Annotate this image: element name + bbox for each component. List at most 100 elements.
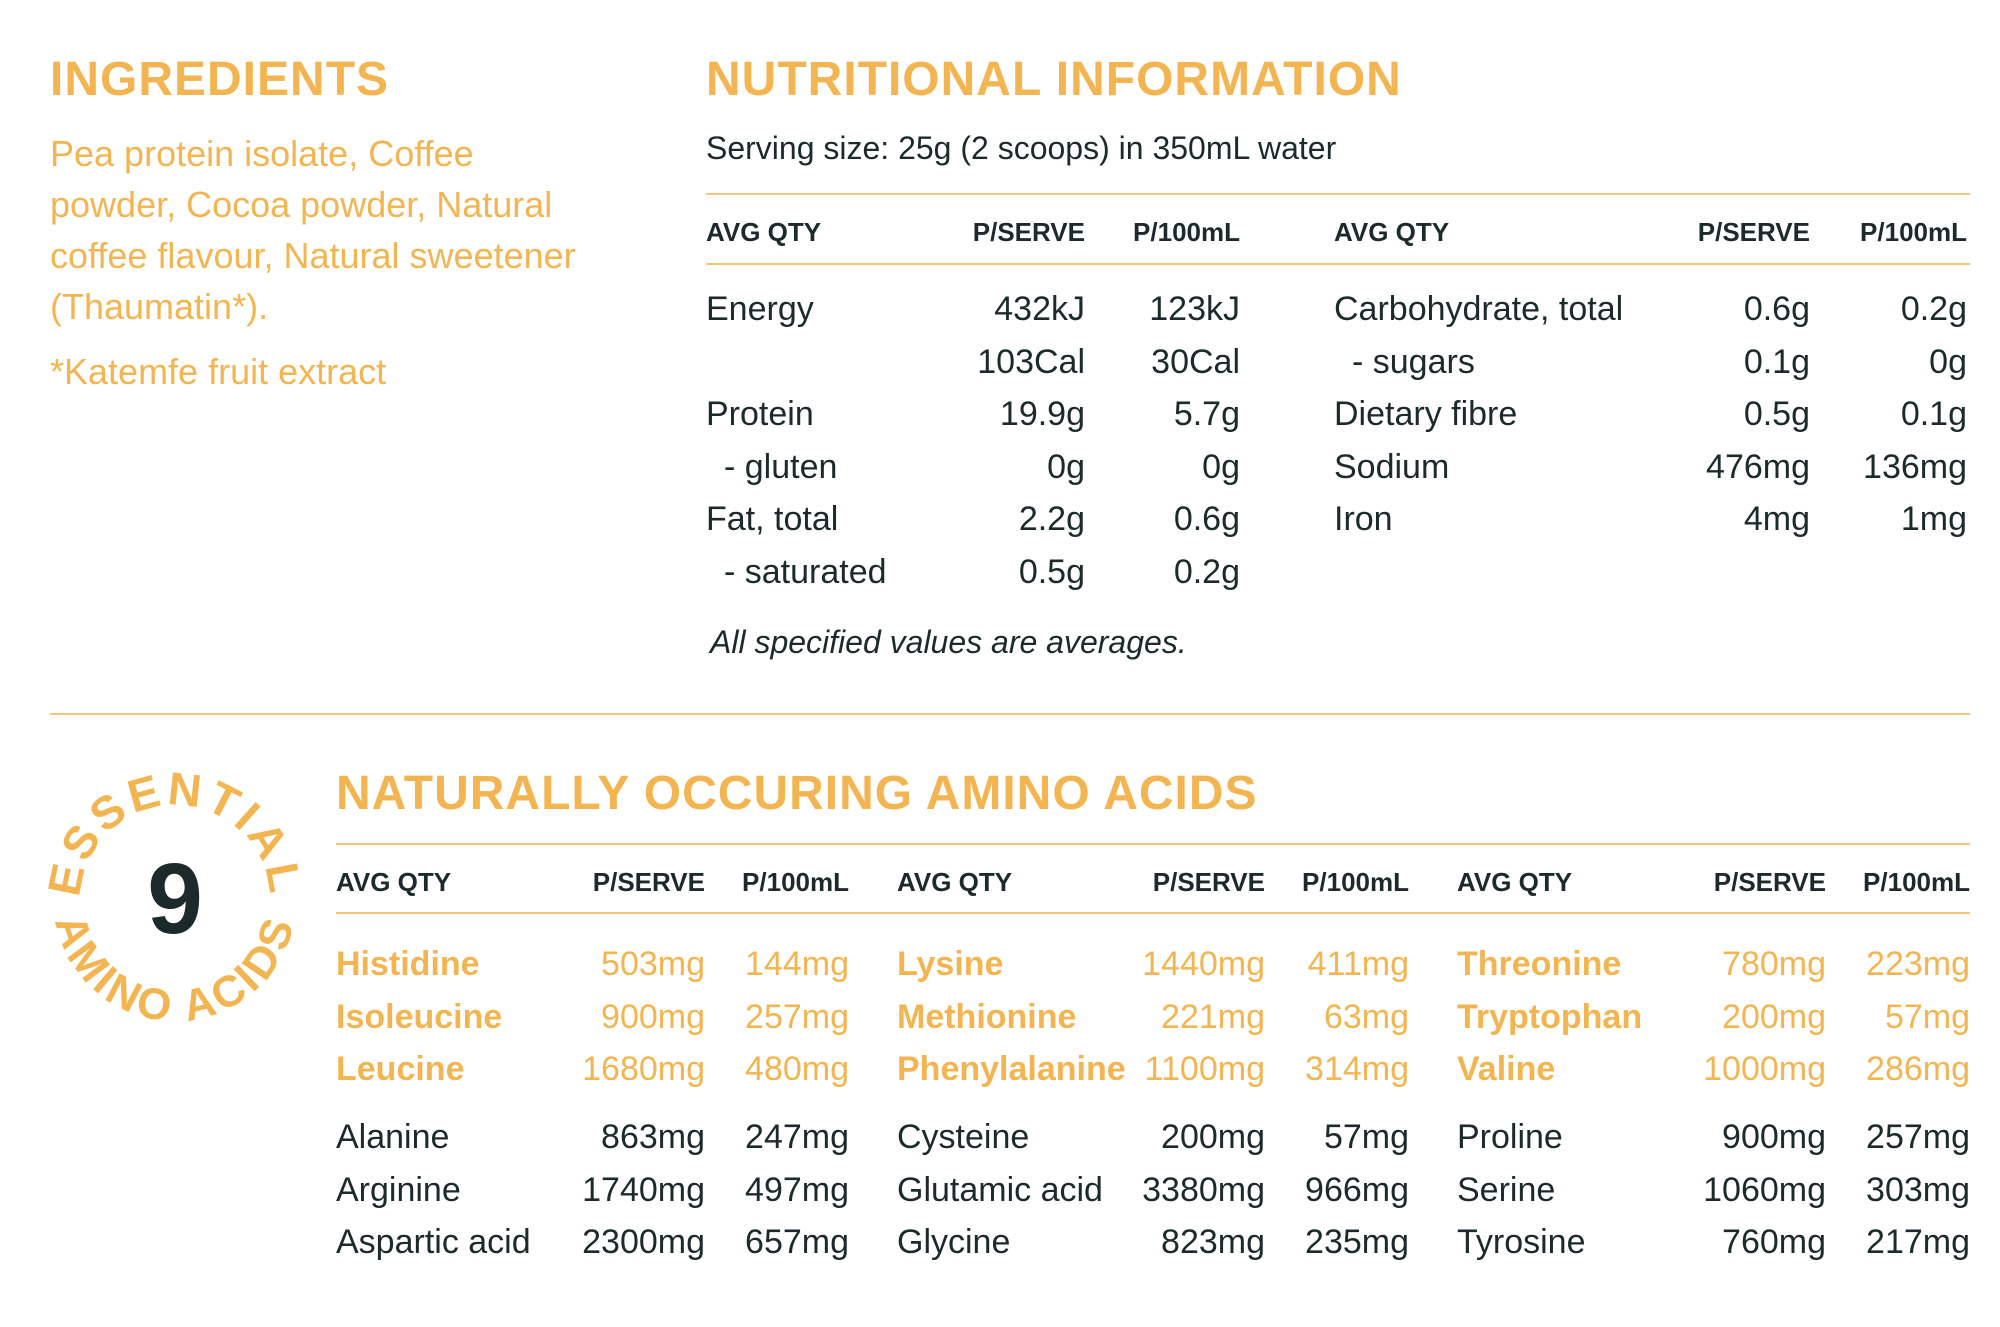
header-per-100ml: P/100mL (1860, 217, 1967, 247)
averages-footnote: All specified values are averages. (710, 624, 1187, 660)
amino-per-serve: 200mg (1722, 997, 1826, 1036)
amino-per-100ml: 303mg (1866, 1170, 1970, 1209)
header-per-serve: P/SERVE (1697, 217, 1810, 247)
header-per-serve: P/SERVE (592, 867, 705, 897)
essential-amino-name: Histidine (336, 945, 480, 983)
nutrient-per-100ml: 1mg (1900, 500, 1967, 538)
amino-per-100ml: 223mg (1866, 945, 1970, 983)
nutrient-per-serve: 19.9g (999, 395, 1085, 433)
header-per-100ml: P/100mL (1302, 867, 1409, 897)
amino-per-serve: 1100mg (1144, 1050, 1265, 1088)
amino-per-serve: 1000mg (1703, 1050, 1826, 1088)
nutrient-per-serve: 0.5g (1743, 395, 1810, 433)
nutrient-per-100ml: 0g (1202, 447, 1240, 486)
nutrient-per-100ml: 0.6g (1173, 500, 1240, 538)
amino-per-serve: 863mg (601, 1118, 705, 1156)
header-per-serve: P/SERVE (972, 217, 1085, 247)
nutrient-per-serve: 103Cal (977, 342, 1085, 381)
amino-per-serve: 200mg (1161, 1118, 1265, 1156)
amino-per-100ml: 480mg (745, 1050, 849, 1088)
header-per-serve: P/SERVE (1713, 867, 1826, 897)
nutrient-per-serve: 432kJ (994, 290, 1085, 328)
nutrient-per-100ml: 123kJ (1149, 290, 1240, 328)
ingredients-note: *Katemfe fruit extract (50, 351, 387, 392)
amino-title: NATURALLY OCCURING AMINO ACIDS (336, 767, 1258, 820)
nutrient-per-serve: 0g (1047, 447, 1085, 486)
header-avg-qty: AVG QTY (706, 217, 822, 247)
nutrient-name: Carbohydrate, total (1334, 290, 1624, 328)
nutrient-name: - sugars (1352, 342, 1475, 381)
nutrition-title: NUTRITIONAL INFORMATION (706, 53, 1402, 106)
ingredients-line: Pea protein isolate, Coffee (50, 133, 474, 174)
amino-per-100ml: 966mg (1305, 1170, 1409, 1209)
ingredients-line: powder, Cocoa powder, Natural (50, 184, 553, 225)
essential-amino-name: Lysine (897, 945, 1004, 983)
amino-name: Tyrosine (1457, 1223, 1586, 1261)
badge-number: 9 (147, 843, 203, 955)
ingredients-line: coffee flavour, Natural sweetener (50, 235, 576, 276)
amino-per-serve: 900mg (601, 997, 705, 1036)
amino-name: Glutamic acid (897, 1170, 1103, 1209)
header-avg-qty: AVG QTY (1334, 217, 1450, 247)
amino-name: Aspartic acid (336, 1223, 531, 1261)
amino-per-serve: 823mg (1161, 1223, 1265, 1261)
essential-amino-name: Leucine (336, 1050, 465, 1088)
amino-per-100ml: 57mg (1884, 997, 1970, 1036)
amino-per-serve: 1740mg (582, 1170, 705, 1209)
section-divider (50, 713, 1970, 715)
nutrient-per-100ml: 5.7g (1173, 395, 1240, 433)
amino-per-100ml: 314mg (1305, 1050, 1409, 1088)
essential-amino-name: Methionine (897, 997, 1077, 1036)
nutrient-per-serve: 476mg (1706, 447, 1810, 486)
amino-per-serve: 3380mg (1142, 1170, 1265, 1209)
essential-amino-name: Tryptophan (1457, 997, 1643, 1036)
amino-per-100ml: 57mg (1323, 1118, 1409, 1156)
nutrient-per-serve: 0.1g (1743, 342, 1810, 381)
amino-per-100ml: 657mg (745, 1223, 849, 1261)
amino-per-serve: 1680mg (582, 1050, 705, 1088)
header-per-serve: P/SERVE (1152, 867, 1265, 897)
amino-per-serve: 1060mg (1703, 1170, 1826, 1209)
nutrient-name: Fat, total (706, 500, 839, 538)
serving-size: Serving size: 25g (2 scoops) in 350mL wa… (706, 130, 1337, 166)
nutrient-per-100ml: 0.2g (1900, 290, 1967, 328)
amino-name: Cysteine (897, 1118, 1030, 1156)
nutrient-per-serve: 2.2g (1018, 500, 1085, 538)
amino-per-100ml: 257mg (745, 997, 849, 1036)
nutrient-per-100ml: 136mg (1863, 447, 1967, 486)
ingredients-line: (Thaumatin*). (50, 286, 269, 327)
amino-name: Glycine (897, 1223, 1011, 1261)
nutrient-per-100ml: 0g (1929, 342, 1967, 381)
ingredients-text: Pea protein isolate, Coffee powder, Coco… (50, 128, 650, 397)
divider (336, 843, 1970, 845)
amino-name: Arginine (336, 1170, 461, 1209)
nutrient-name: Sodium (1334, 447, 1450, 486)
amino-name: Proline (1457, 1118, 1563, 1156)
amino-per-100ml: 257mg (1866, 1118, 1970, 1156)
essential-amino-name: Isoleucine (336, 997, 503, 1036)
nutrient-name: - gluten (724, 447, 838, 486)
nutrient-name: Dietary fibre (1334, 395, 1518, 433)
essential-amino-name: Threonine (1457, 945, 1622, 983)
header-avg-qty: AVG QTY (897, 867, 1013, 897)
header-per-100ml: P/100mL (1863, 867, 1970, 897)
amino-name: Alanine (336, 1118, 450, 1156)
nutrient-per-serve: 0.5g (1018, 552, 1085, 591)
essential-amino-name: Valine (1457, 1050, 1556, 1088)
header-avg-qty: AVG QTY (1457, 867, 1573, 897)
nutrient-name: Iron (1334, 500, 1393, 538)
amino-per-serve: 900mg (1722, 1118, 1826, 1156)
nutrient-name: Energy (706, 290, 814, 328)
divider (336, 912, 1970, 914)
nutrient-per-100ml: 0.2g (1173, 552, 1240, 591)
nutrient-per-serve: 4mg (1743, 500, 1810, 538)
nutrient-name: - saturated (724, 552, 887, 591)
amino-per-100ml: 217mg (1866, 1223, 1970, 1261)
amino-per-serve: 780mg (1722, 945, 1826, 983)
header-per-100ml: P/100mL (742, 867, 849, 897)
header-avg-qty: AVG QTY (336, 867, 452, 897)
nutrient-per-100ml: 0.1g (1900, 395, 1967, 433)
amino-per-100ml: 144mg (745, 945, 849, 983)
nutrient-per-serve: 0.6g (1743, 290, 1810, 328)
essential-amino-badge: ESSENTIAL AMINO ACIDS 9 (40, 765, 309, 1032)
